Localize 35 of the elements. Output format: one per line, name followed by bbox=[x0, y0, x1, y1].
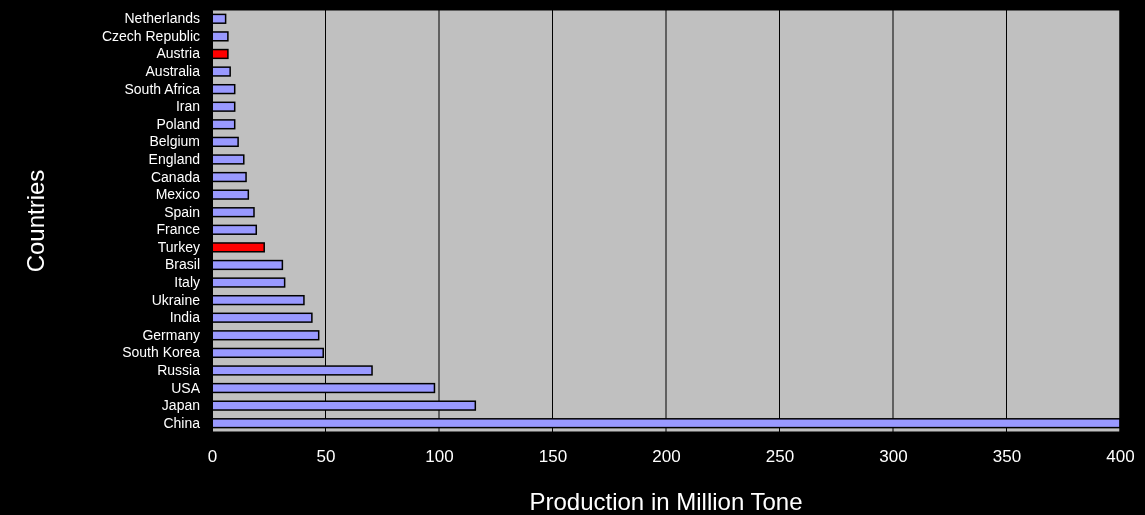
y-tick-label: South Korea bbox=[122, 344, 201, 361]
y-tick-label: Austria bbox=[156, 45, 201, 62]
x-tick-label: 250 bbox=[765, 447, 795, 467]
y-tick-label: France bbox=[156, 221, 201, 238]
y-tick-label: Belgium bbox=[149, 133, 200, 150]
y-tick-label: Germany bbox=[142, 326, 200, 343]
y-tick-label: Russia bbox=[157, 361, 201, 378]
y-tick-label: Turkey bbox=[157, 238, 200, 255]
y-tick-label: Australia bbox=[145, 63, 201, 80]
x-tick-label: 100 bbox=[425, 447, 454, 467]
y-tick-label: Poland bbox=[156, 115, 200, 132]
y-tick-label: Japan bbox=[161, 397, 200, 414]
y-tick-label: Mexico bbox=[155, 186, 201, 203]
y-tick-label: Iran bbox=[175, 98, 200, 115]
y-tick-label: China bbox=[163, 414, 201, 431]
x-tick-label: 0 bbox=[207, 447, 218, 467]
y-tick-label: Italy bbox=[174, 274, 200, 291]
y-tick-label: USA bbox=[171, 379, 201, 396]
y-tick-label: Canada bbox=[150, 168, 201, 185]
y-tick-label: Czech Republic bbox=[101, 27, 200, 44]
y-tick-label: Netherlands bbox=[124, 10, 200, 27]
y-tick-label: England bbox=[148, 150, 200, 167]
x-tick-label: 300 bbox=[879, 447, 908, 467]
y-tick-label: Spain bbox=[164, 203, 200, 220]
y-tick-label: Ukraine bbox=[151, 291, 201, 308]
x-tick-label: 350 bbox=[992, 447, 1022, 467]
y-tick-label: Brasil bbox=[164, 256, 200, 273]
x-tick-label: 150 bbox=[538, 447, 568, 467]
x-axis-title: Production in Million Tone bbox=[529, 488, 803, 515]
x-tick-label: 50 bbox=[316, 447, 336, 467]
x-tick-label: 400 bbox=[1106, 447, 1135, 467]
y-axis-title: Countries bbox=[22, 169, 49, 273]
y-tick-label: South Africa bbox=[124, 80, 201, 97]
x-tick-label: 200 bbox=[652, 447, 681, 467]
y-tick-label: India bbox=[169, 309, 201, 326]
